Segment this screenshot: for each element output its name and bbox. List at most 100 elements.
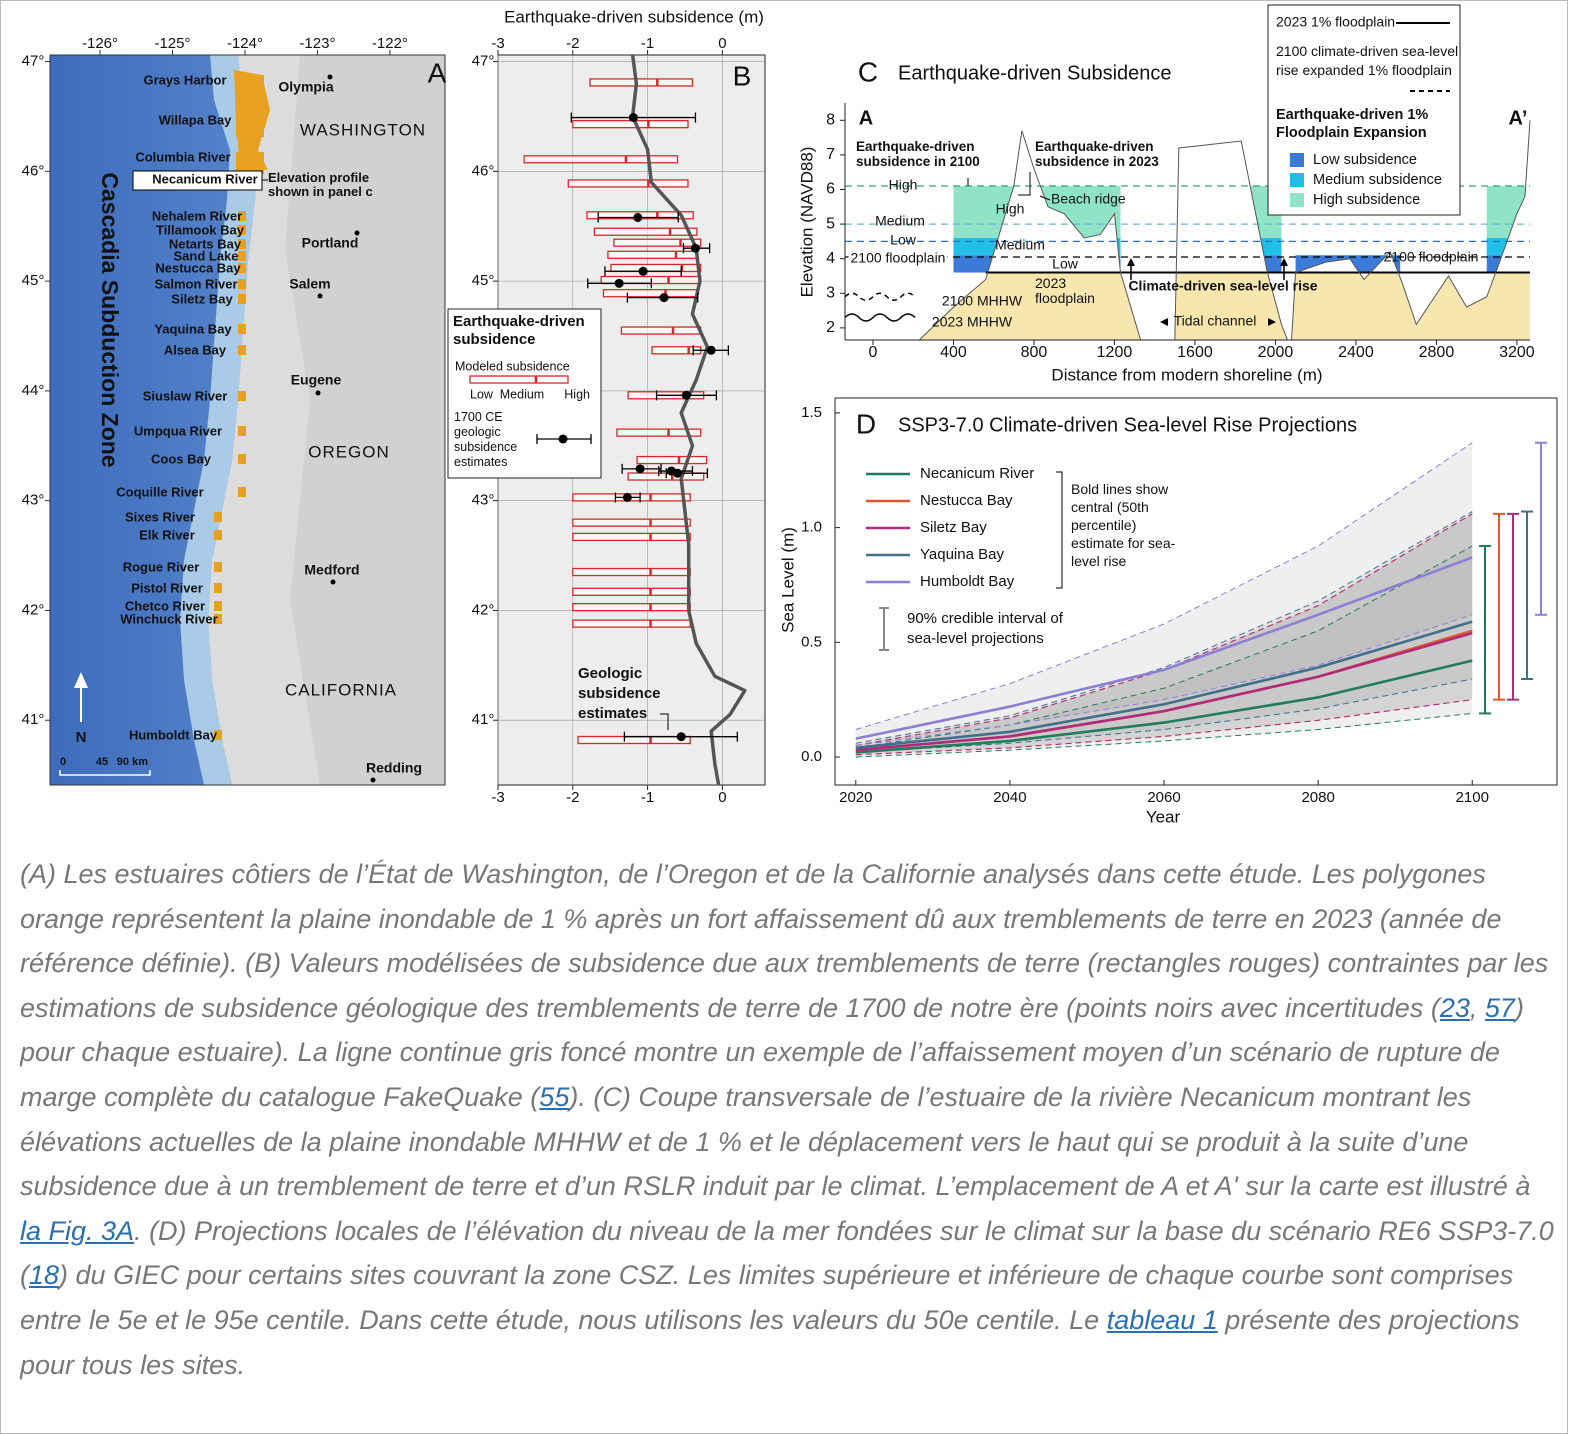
annotation: Earthquake-driven subsidence in 2100 (856, 139, 980, 169)
table-link[interactable]: tableau 1 (1106, 1304, 1218, 1335)
reference-link[interactable]: 57 (1484, 992, 1515, 1023)
chart-title: SSP3-7.0 Climate-driven Sea-level Rise P… (898, 414, 1357, 436)
annotation: Earthquake-driven subsidence in 2100 (856, 139, 980, 169)
modeled-range (572, 518, 691, 527)
place-label: Elk River (139, 527, 195, 542)
geologic-estimate (622, 492, 632, 502)
bound-line (855, 712, 1473, 758)
panel-letter: B (733, 60, 752, 91)
estuary (234, 70, 270, 170)
modeled-range (577, 735, 691, 745)
bound-line (855, 511, 1473, 744)
central-line (855, 556, 1473, 740)
annotation: Geologic subsidence estimates (578, 665, 661, 722)
level-label: 2023 MHHW (932, 314, 1013, 330)
y-tick-label: 46° (472, 162, 495, 179)
chart-title: Earthquake-driven Subsidence (898, 62, 1172, 84)
floodplain-expansion (953, 255, 1121, 273)
x-tick-label: 2800 (1419, 344, 1455, 361)
lat-tick-label: 41° (22, 711, 45, 728)
leader (1018, 172, 1031, 196)
axis-title: Distance from modern shoreline (m) (1051, 365, 1322, 384)
place-label: Salmon River (154, 276, 237, 291)
lat-tick-label: 42° (22, 601, 45, 618)
estuary (238, 324, 246, 334)
city-label: Eugene (291, 372, 342, 388)
central-line (855, 631, 1473, 752)
level-label: Low (890, 232, 917, 248)
legend-note: Bold lines show central (50th percentile… (1071, 481, 1176, 569)
y-tick-label: 2 (826, 319, 835, 336)
credible-band (855, 545, 1473, 758)
legend-label: 2100 climate-driven sea-level rise expan… (1276, 43, 1458, 78)
y-tick-label: 3 (826, 285, 835, 302)
y-tick-label: 0.0 (801, 748, 822, 765)
geologic-estimate (690, 243, 700, 253)
estuary (214, 530, 222, 540)
panel-letter: C (858, 56, 878, 87)
x-tick-label: 2080 (1301, 789, 1334, 806)
scale-label: 45 (96, 756, 108, 768)
y-tick-label: 6 (826, 181, 835, 198)
place-label: Netarts Bay (169, 236, 242, 251)
estuary (214, 614, 222, 624)
caption-text: , (1469, 992, 1485, 1023)
zone-label: Cascadia Subduction Zone (97, 172, 123, 467)
figure-link[interactable]: la Fig. 3A (20, 1215, 135, 1246)
axis-title: Earthquake-driven subsidence (m) (504, 7, 764, 26)
geologic-estimate (638, 266, 648, 276)
place-label: Sixes River (125, 509, 195, 524)
city-dot (327, 74, 333, 80)
estuary (238, 426, 246, 436)
credible-band (855, 511, 1473, 753)
modeled-range (572, 587, 691, 596)
legend-label: Necanicum River (920, 465, 1034, 482)
credible-band (855, 513, 1473, 755)
place-label: Tillamook Bay (156, 222, 245, 237)
legend-label: Yaquina Bay (920, 546, 1004, 563)
reference-link[interactable]: 23 (1439, 992, 1470, 1023)
y-tick-label: 42° (472, 601, 495, 618)
bound-line (855, 678, 1473, 753)
lat-tick-label: 45° (22, 272, 45, 289)
lon-tick-label: -126° (82, 35, 118, 52)
legend-title: Earthquake-driven 1% Floodplain Expansio… (1276, 107, 1429, 141)
annotation: Earthquake-driven subsidence in 2023 (1035, 139, 1159, 169)
modeled-range (567, 179, 689, 188)
legend-label: High subsidence (1313, 192, 1420, 208)
city-dot (354, 230, 360, 236)
caption-text: présente des projections pour tous les s… (20, 1304, 1520, 1380)
legend-swatch (1290, 193, 1304, 207)
estuary (238, 294, 246, 304)
estuary (214, 583, 222, 593)
place-label: Chetco River (125, 598, 205, 613)
caption-text: ) du GIEC pour certains sites couvrant l… (20, 1260, 1514, 1335)
credible-band (855, 442, 1473, 746)
level-label: 2023 floodplain (1035, 276, 1095, 306)
level-label: 2023 floodplain (1035, 276, 1095, 306)
legend-label: Modeled subsidence (455, 359, 570, 373)
floodplain-expansion (1178, 186, 1282, 238)
scale-label: 90 km (117, 756, 148, 768)
annotation: Medium (995, 237, 1045, 253)
modeled-range (607, 250, 699, 259)
reference-link[interactable]: 55 (539, 1081, 570, 1112)
estuary (238, 263, 246, 273)
estuary (238, 279, 246, 289)
x-tick-label: -1 (641, 35, 654, 52)
estuary (238, 454, 246, 464)
reference-link[interactable]: 18 (29, 1260, 60, 1291)
level-label: 2100 MHHW (942, 293, 1023, 309)
city-label: Medford (304, 562, 359, 578)
estuary (214, 562, 222, 572)
place-label: Winchuck River (120, 611, 217, 626)
x-tick-label: 0 (718, 789, 726, 806)
x-tick-label: -2 (566, 789, 579, 806)
estuary (238, 239, 246, 249)
legend-swatch (1290, 173, 1304, 187)
legend-label: Low subsidence (1313, 152, 1417, 168)
legend-note: Bold lines show central (50th percentile… (1071, 481, 1176, 569)
y-tick-label: 1.5 (801, 404, 822, 421)
level-label: Medium (875, 213, 925, 229)
city-label: Redding (366, 760, 422, 776)
